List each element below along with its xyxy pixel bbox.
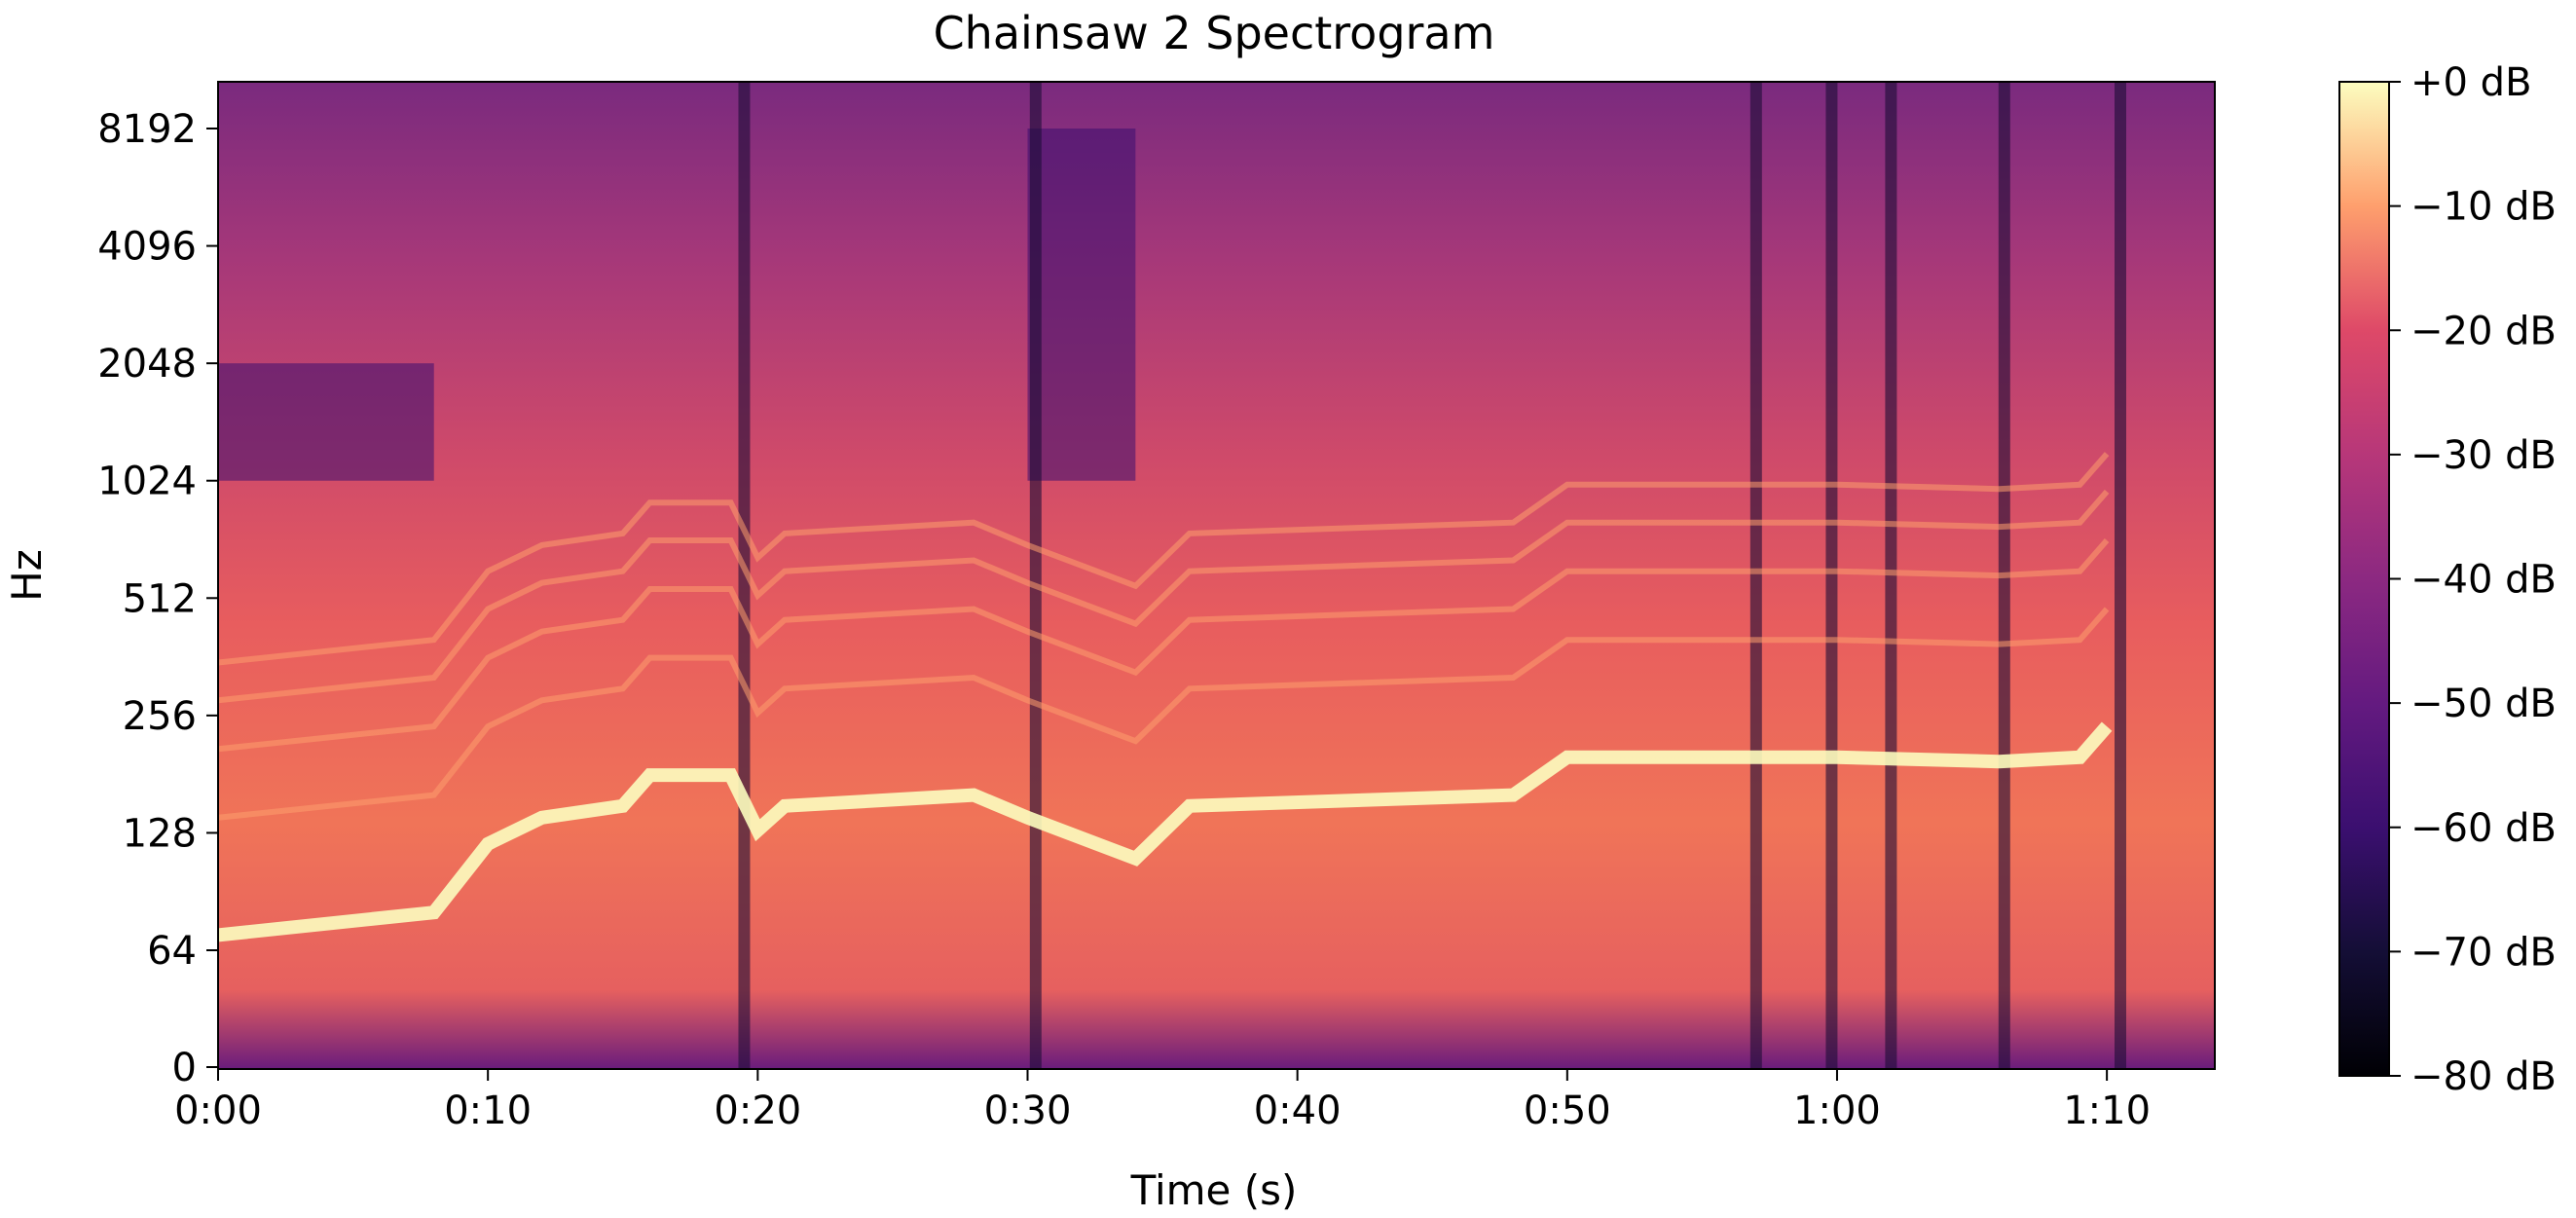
colorbar-tick-label: −40 dB xyxy=(2410,558,2557,603)
low-energy-region xyxy=(218,363,434,481)
colorbar xyxy=(2338,81,2390,1077)
y-tick-label: 1024 xyxy=(97,460,197,504)
colorbar-tick-label: −50 dB xyxy=(2410,682,2557,726)
dropout-streak xyxy=(1825,82,1838,1069)
x-tick-label: 1:10 xyxy=(2063,1089,2151,1133)
dropout-streak xyxy=(1749,82,1762,1069)
y-tick-label: 4096 xyxy=(97,225,197,270)
plot-area xyxy=(218,82,2215,1069)
x-tick-label: 0:50 xyxy=(1524,1089,1611,1133)
y-tick-label: 2048 xyxy=(97,342,197,387)
low-energy-region xyxy=(1027,129,1136,481)
y-tick-label: 0 xyxy=(172,1046,197,1090)
harmonic-band xyxy=(218,607,2110,821)
y-tick-label: 512 xyxy=(123,576,197,621)
x-tick-label: 0:30 xyxy=(984,1089,1072,1133)
chart-title: Chainsaw 2 Spectrogram xyxy=(934,7,1495,59)
y-tick-label: 256 xyxy=(123,694,197,739)
harmonic-band xyxy=(218,452,2110,666)
colorbar-tick-label: −70 dB xyxy=(2410,930,2557,975)
y-tick-label: 64 xyxy=(147,929,197,974)
colorbar-tick-label: −80 dB xyxy=(2410,1054,2557,1099)
colorbar-tick-label: +0 dB xyxy=(2410,60,2532,105)
x-tick-label: 0:40 xyxy=(1254,1089,1342,1133)
colorbar-tick-label: −60 dB xyxy=(2410,806,2557,851)
colorbar-tick-label: −30 dB xyxy=(2410,433,2557,478)
x-tick-label: 0:20 xyxy=(714,1089,801,1133)
dropout-streak xyxy=(1029,82,1042,1069)
dropout-streak xyxy=(2114,82,2126,1069)
fundamental-band xyxy=(218,721,2113,942)
x-tick-label: 0:00 xyxy=(174,1089,262,1133)
y-tick-label: 8192 xyxy=(97,107,197,152)
x-tick-label: 1:00 xyxy=(1793,1089,1881,1133)
harmonic-band xyxy=(218,538,2110,753)
y-tick-label: 128 xyxy=(123,811,197,856)
colorbar-tick-label: −10 dB xyxy=(2410,185,2557,230)
x-tick-label: 0:10 xyxy=(444,1089,532,1133)
plot-frame xyxy=(217,81,2216,1070)
spectrogram-background xyxy=(218,82,2215,1069)
x-axis-label: Time (s) xyxy=(1130,1166,1298,1214)
y-axis-label: Hz xyxy=(3,549,51,602)
colorbar-tick-label: −20 dB xyxy=(2410,309,2557,353)
harmonic-band xyxy=(218,489,2110,704)
